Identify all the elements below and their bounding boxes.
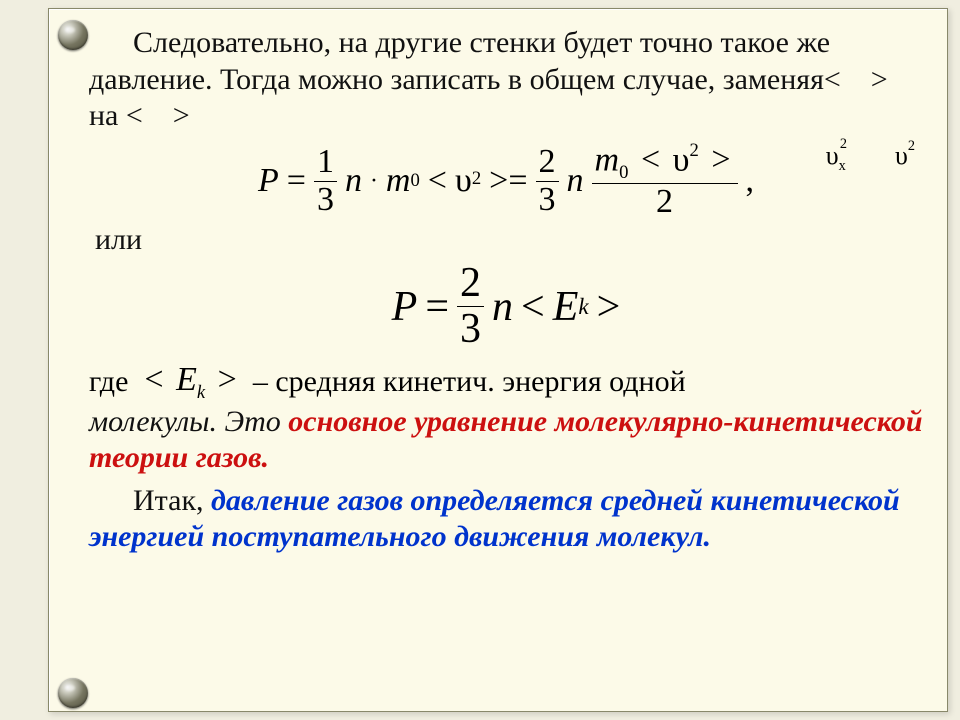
eq1-n: n [345,162,362,200]
p3-blue: давление газов определяется средней кине… [89,484,900,554]
p2-black: молекулы. Это [89,405,288,438]
p3-black: Итак, [133,484,211,517]
eq2-eq: = [425,283,449,331]
where-line: где < Ek > – средняя кинетич. энергия од… [89,361,923,404]
eq2-gt: > [597,283,621,331]
label-where: где [89,365,128,399]
slide-panel: Следовательно, на другие стенки будет то… [48,8,948,712]
eq1-n2: n [567,162,584,200]
eq1-frac-1-3: 1 3 [314,145,337,217]
symbol-angle-Ek: < Ek > [144,361,236,404]
eq1-frac-2-3: 2 3 [536,145,559,217]
eq1-P: P [258,162,279,200]
eq2-lt: < [521,283,545,331]
eq1-ge: >= [489,162,527,200]
eq2-frac-2-3: 2 3 [457,262,484,351]
eq1-lt: < [428,162,447,200]
eq1-m0: m0 [386,162,420,200]
rivet-icon [58,678,88,708]
paragraph-3: Итак, давление газов определяется средне… [89,483,923,556]
symbol-vx-squared: υx2 [826,141,847,175]
eq1-long-frac: m0 < υ2 > 2 [592,143,738,220]
paragraph-1: Следовательно, на другие стенки будет то… [89,25,923,135]
dot-icon: · [370,168,378,195]
paragraph-2: молекулы. Это основное уравнение молекул… [89,404,923,477]
equation-2: P = 2 3 n < Ek > [89,262,923,351]
eq2-n: n [492,283,513,331]
eq1-v2: υ2 [455,162,481,200]
inline-symbols: υx2 υ2 [826,141,915,175]
eq2-P: P [392,283,418,331]
eq2-Ek: Ek [553,283,589,331]
paragraph-1-text: Следовательно, на другие стенки будет то… [89,26,888,132]
symbol-v-squared: υ2 [895,141,915,175]
equation-1: P = 1 3 n · m0 < υ2 >= 2 3 n m0 < υ2 > [89,143,923,220]
eq1-eq1: = [287,162,306,200]
label-or: или [95,222,923,259]
eq1-comma: , [746,162,755,200]
where-desc: – средняя кинетич. энергия одной [253,365,686,399]
rivet-icon [58,20,88,50]
